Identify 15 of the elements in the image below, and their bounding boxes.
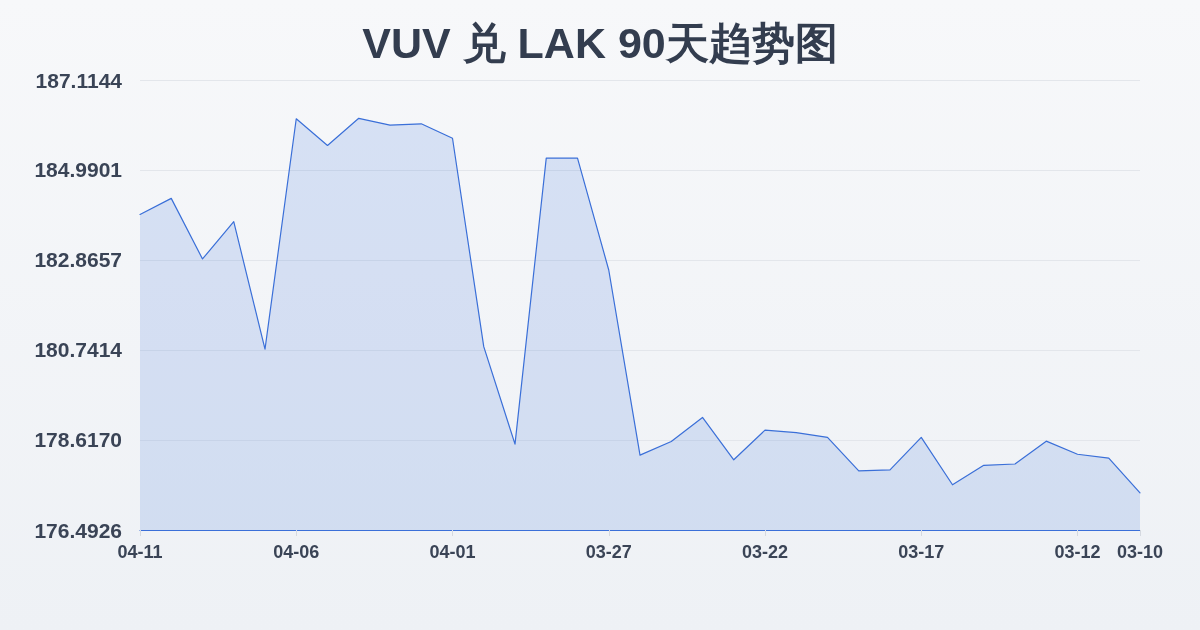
x-tick-label: 04-06 — [273, 542, 320, 562]
y-tick-label: 176.4926 — [34, 518, 122, 542]
x-tick-label: 03-12 — [1054, 542, 1101, 562]
y-tick-label: 187.1144 — [35, 68, 123, 92]
x-tick-label: 03-22 — [741, 542, 789, 562]
x-tick-label: 03-27 — [585, 542, 632, 562]
y-tick-label: 182.8657 — [34, 248, 122, 272]
x-tick-label: 04-01 — [429, 542, 476, 562]
y-tick-label: 184.9901 — [34, 158, 123, 182]
x-tick-label: 03-10 — [1116, 542, 1164, 562]
y-tick-label: 180.7414 — [34, 338, 123, 362]
x-tick-label: 04-11 — [117, 542, 163, 562]
x-tick-label: 03-17 — [898, 542, 945, 562]
chart-title: VUV 兑 LAK 90天趋势图 — [362, 18, 838, 67]
y-tick-label: 178.6170 — [34, 428, 122, 452]
